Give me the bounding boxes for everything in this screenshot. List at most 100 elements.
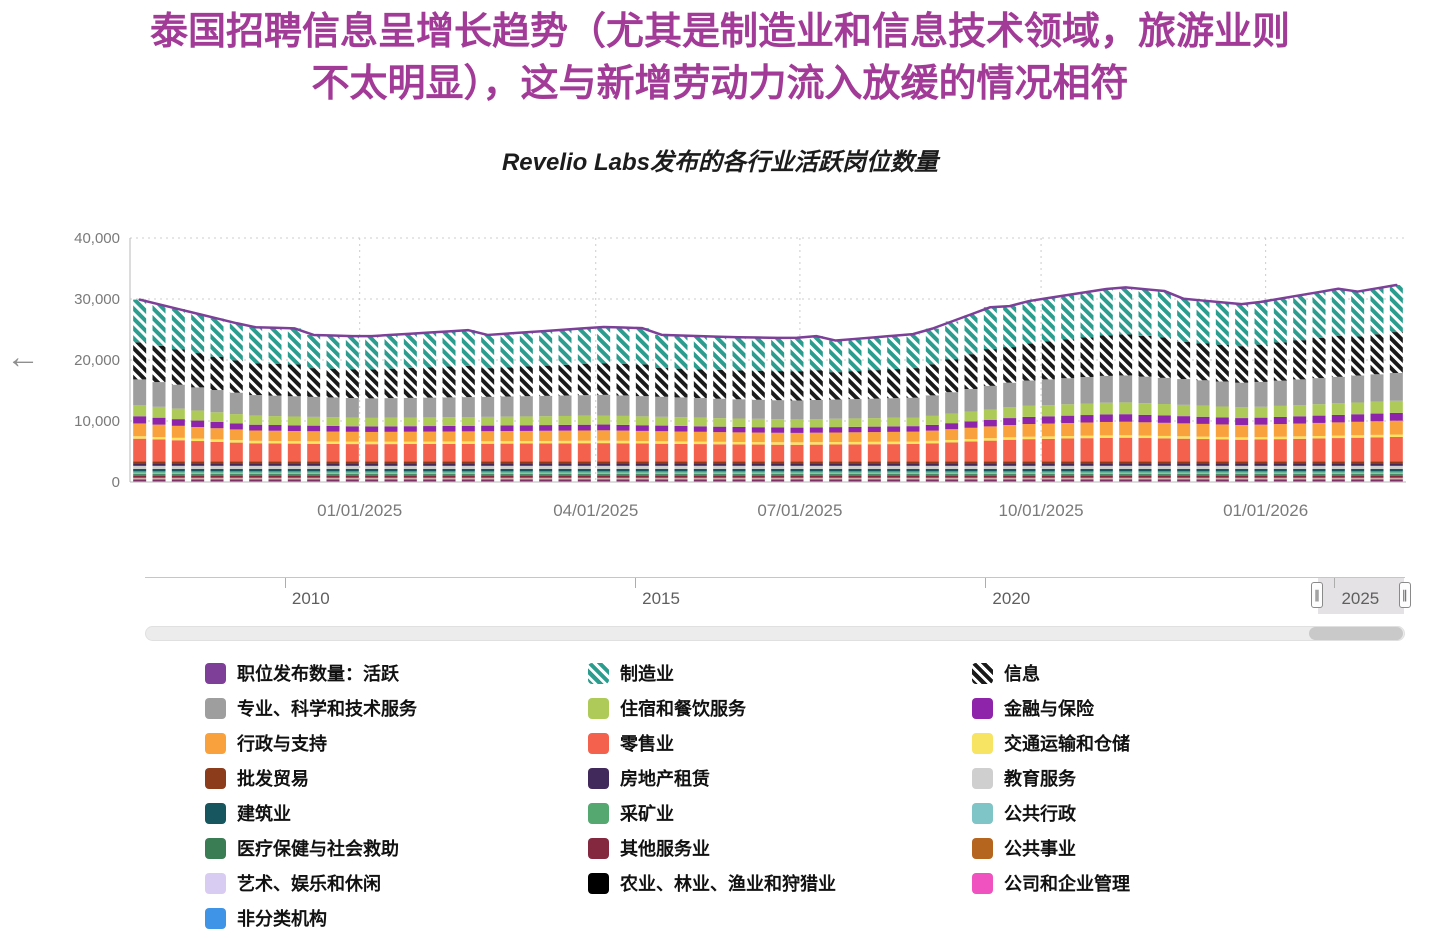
timeline-scrollbar[interactable] — [145, 626, 1405, 641]
legend-label: 制造业 — [620, 664, 674, 684]
legend-item[interactable]: 公司和企业管理 — [972, 872, 1440, 894]
legend-item[interactable]: 艺术、娱乐和休闲 — [205, 872, 588, 894]
timeline-tick — [284, 578, 286, 588]
range-handle-left[interactable]: ∥ — [1311, 582, 1324, 608]
legend-label: 信息 — [1004, 664, 1040, 684]
legend-swatch — [205, 907, 226, 929]
legend-item[interactable]: 零售业 — [588, 732, 972, 754]
svg-text:04/01/2025: 04/01/2025 — [553, 501, 638, 520]
svg-text:30,000: 30,000 — [74, 291, 120, 308]
page-title-line2: 不太明显），这与新增劳动力流入放缓的情况相符 — [311, 63, 1129, 105]
legend-item[interactable]: 金融与保险 — [972, 697, 1440, 719]
legend-label: 公司和企业管理 — [1004, 874, 1130, 894]
legend-item[interactable]: 职位发布数量：活跃 — [205, 662, 588, 684]
legend-item[interactable]: 建筑业 — [205, 802, 588, 824]
legend-swatch — [588, 697, 609, 719]
x-axis-labels: 01/01/2025 04/01/2025 07/01/2025 10/01/2025… — [317, 501, 1308, 520]
svg-text:07/01/2025: 07/01/2025 — [757, 501, 842, 520]
legend-label: 非分类机构 — [237, 909, 327, 929]
legend-swatch — [588, 732, 609, 754]
legend-swatch — [588, 662, 609, 684]
legend-swatch — [205, 837, 226, 859]
legend-label: 住宿和餐饮服务 — [620, 699, 746, 719]
legend-item[interactable]: 农业、林业、渔业和狩猎业 — [588, 872, 972, 894]
legend-swatch — [972, 767, 993, 789]
bars — [133, 285, 1403, 482]
legend-swatch — [205, 872, 226, 894]
range-handle-right[interactable]: ∥ — [1398, 582, 1411, 608]
legend-swatch — [588, 872, 609, 894]
timeline-year-label: 2020 — [992, 589, 1031, 608]
legend-item[interactable]: 医疗保健与社会救助 — [205, 837, 588, 859]
legend-item[interactable]: 批发贸易 — [205, 767, 588, 789]
timeline-tick — [985, 578, 987, 588]
timeline-tick — [1334, 578, 1336, 588]
legend-item[interactable]: 住宿和餐饮服务 — [588, 697, 972, 719]
timeline-year-label: 2015 — [642, 589, 680, 608]
legend-item[interactable]: 教育服务 — [972, 767, 1440, 789]
legend-swatch — [588, 837, 609, 859]
legend-label: 公共事业 — [1004, 839, 1076, 859]
legend-label: 批发贸易 — [237, 769, 309, 789]
legend-item[interactable]: 采矿业 — [588, 802, 972, 824]
legend-label: 农业、林业、渔业和狩猎业 — [620, 874, 836, 894]
legend-label: 交通运输和仓储 — [1004, 734, 1130, 754]
legend-swatch — [205, 697, 226, 719]
svg-text:20,000: 20,000 — [74, 352, 120, 369]
legend-swatch — [588, 767, 609, 789]
page-title-line1: 泰国招聘信息呈增长趋势（尤其是制造业和信息技术领域，旅游业则 — [149, 11, 1290, 53]
legend-swatch — [972, 872, 993, 894]
legend-swatch — [972, 802, 993, 824]
legend-label: 其他服务业 — [620, 839, 710, 859]
page-title: 泰国招聘信息呈增长趋势（尤其是制造业和信息技术领域，旅游业则 不太明显），这与新增… — [0, 6, 1440, 110]
legend-swatch — [205, 802, 226, 824]
legend-swatch — [972, 837, 993, 859]
legend-swatch — [972, 662, 993, 684]
range-selection[interactable]: ∥ ∥ — [1311, 578, 1411, 614]
legend-item[interactable]: 公共行政 — [972, 802, 1440, 824]
legend-label: 专业、科学和技术服务 — [237, 699, 417, 719]
legend-item[interactable]: 制造业 — [588, 662, 972, 684]
timeline-tick — [635, 578, 637, 588]
legend-item[interactable]: 交通运输和仓储 — [972, 732, 1440, 754]
legend-label: 零售业 — [620, 734, 674, 754]
legend-item[interactable]: 行政与支持 — [205, 732, 588, 754]
legend-label: 金融与保险 — [1004, 699, 1094, 719]
legend-item[interactable]: 专业、科学和技术服务 — [205, 697, 588, 719]
jobs-stacked-bar-chart[interactable]: 0 10,000 20,000 30,000 40,000 01/01/2025 04/01… — [60, 228, 1430, 538]
legend-label: 医疗保健与社会救助 — [237, 839, 399, 859]
svg-text:0: 0 — [112, 474, 120, 491]
legend-item[interactable]: 其他服务业 — [588, 837, 972, 859]
legend-label: 建筑业 — [237, 804, 291, 824]
legend-swatch — [205, 662, 226, 684]
svg-text:10/01/2025: 10/01/2025 — [999, 501, 1084, 520]
legend-label: 职位发布数量：活跃 — [237, 664, 399, 684]
svg-text:01/01/2025: 01/01/2025 — [317, 501, 402, 520]
svg-text:10,000: 10,000 — [74, 413, 120, 430]
legend-label: 采矿业 — [620, 804, 674, 824]
legend-item[interactable]: 公共事业 — [972, 837, 1440, 859]
time-range-selector[interactable]: ∥ ∥ 2010 2015 2020 2025 — [145, 577, 1411, 616]
legend-label: 教育服务 — [1004, 769, 1076, 789]
legend-item[interactable]: 信息 — [972, 662, 1440, 684]
legend-label: 公共行政 — [1004, 804, 1076, 824]
legend: 职位发布数量：活跃 制造业 信息专业、科学和技术服务 住宿和餐饮服务 金融与保险行政与支… — [205, 662, 1440, 929]
svg-text:01/01/2026: 01/01/2026 — [1223, 501, 1308, 520]
total-line — [138, 283, 1398, 342]
timeline-year-label: 2025 — [1341, 589, 1380, 608]
legend-swatch — [972, 697, 993, 719]
svg-text:40,000: 40,000 — [74, 230, 120, 247]
y-axis-labels: 0 10,000 20,000 30,000 40,000 — [74, 230, 120, 491]
legend-item[interactable]: 房地产租赁 — [588, 767, 972, 789]
legend-swatch — [205, 732, 226, 754]
legend-swatch — [972, 732, 993, 754]
legend-label: 行政与支持 — [237, 734, 327, 754]
timeline-year-label: 2010 — [291, 589, 330, 608]
legend-label: 艺术、娱乐和休闲 — [237, 874, 381, 894]
legend-item[interactable]: 非分类机构 — [205, 907, 588, 929]
back-arrow-icon[interactable]: ← — [6, 338, 40, 376]
scrollbar-thumb[interactable] — [1308, 627, 1404, 640]
legend-swatch — [205, 767, 226, 789]
legend-label: 房地产租赁 — [620, 769, 710, 789]
